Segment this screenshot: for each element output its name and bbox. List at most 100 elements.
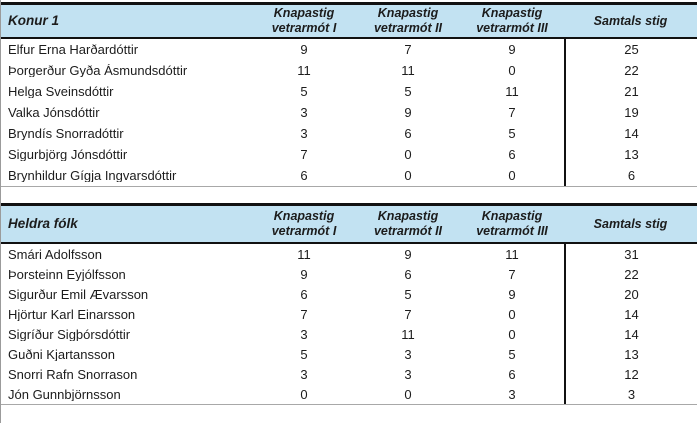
table-row: Þorsteinn Eyjólfsson 9 6 7 22 xyxy=(1,264,697,284)
column-header-vetrarmot-3: Knapastig vetrarmót III xyxy=(460,209,564,239)
rider-name: Guðni Kjartansson xyxy=(8,347,115,361)
points-value: 9 xyxy=(508,286,516,302)
points-value: 6 xyxy=(404,126,412,141)
points-value: 6 xyxy=(508,366,516,382)
points-value: 0 xyxy=(508,306,516,322)
rider-name: Valka Jónsdóttir xyxy=(8,106,100,119)
total-points: 21 xyxy=(564,81,697,102)
points-value: 3 xyxy=(300,366,308,382)
points-value: 5 xyxy=(300,346,308,362)
table-row: Sigurbjörg Jónsdóttir 7 0 6 13 xyxy=(1,144,697,165)
table-row: Smári Adolfsson 11 9 11 31 xyxy=(1,244,697,264)
table-header-row: Heldra fólk Knapastig vetrarmót I Knapas… xyxy=(1,206,697,244)
table-row: Jón Gunnbjörnsson 0 0 3 3 xyxy=(1,384,697,404)
table-row: Snorri Rafn Snorrason 3 3 6 12 xyxy=(1,364,697,384)
table-row: Brynhildur Gígja Ingvarsdóttir 6 0 0 6 xyxy=(1,165,697,186)
column-header-line: vetrarmót III xyxy=(476,224,548,238)
column-header-line: vetrarmót I xyxy=(271,21,337,35)
column-header-total: Samtals stig xyxy=(593,13,668,28)
total-points: 14 xyxy=(564,304,697,324)
points-value: 7 xyxy=(300,306,308,322)
points-value: 3 xyxy=(300,105,308,120)
points-value: 3 xyxy=(300,126,308,141)
points-value: 0 xyxy=(508,168,516,183)
points-value: 5 xyxy=(300,84,308,99)
table-header-row: Konur 1 Knapastig vetrarmót I Knapastig … xyxy=(1,5,697,39)
table-body: Smári Adolfsson 11 9 11 31 Þorsteinn Eyjólfss… xyxy=(1,244,697,404)
points-value: 6 xyxy=(404,266,412,282)
points-value: 5 xyxy=(508,346,516,362)
table-row: Elfur Erna Harðardóttir 9 7 9 25 xyxy=(1,39,697,60)
column-header-line: Knapastig xyxy=(377,209,439,223)
points-value: 0 xyxy=(300,386,308,402)
points-value: 0 xyxy=(404,386,412,402)
points-value: 7 xyxy=(508,266,516,282)
rider-name: Hjörtur Karl Einarsson xyxy=(8,307,136,321)
table-title: Konur 1 xyxy=(8,13,60,29)
total-points: 14 xyxy=(564,324,697,344)
rider-name: Brynhildur Gígja Ingvarsdóttir xyxy=(8,169,177,182)
column-header-line: Knapastig xyxy=(481,6,543,20)
rider-name: Sigurbjörg Jónsdóttir xyxy=(8,148,128,161)
points-value: 7 xyxy=(404,306,412,322)
column-header-line: Knapastig xyxy=(377,6,439,20)
total-points: 22 xyxy=(564,264,697,284)
points-value: 0 xyxy=(404,147,412,162)
table-row: Sigríður Sigþórsdóttir 3 11 0 14 xyxy=(1,324,697,344)
table-title: Heldra fólk xyxy=(8,216,78,232)
table-row: Guðni Kjartansson 5 3 5 13 xyxy=(1,344,697,364)
points-value: 11 xyxy=(401,326,415,342)
table-row: Bryndís Snorradóttir 3 6 5 14 xyxy=(1,123,697,144)
points-value: 9 xyxy=(300,266,308,282)
points-value: 6 xyxy=(508,147,516,162)
points-value: 6 xyxy=(300,286,308,302)
column-header-line: vetrarmót II xyxy=(373,21,443,35)
table-heldra-folk: Heldra fólk Knapastig vetrarmót I Knapas… xyxy=(1,203,697,405)
rider-name: Snorri Rafn Snorrason xyxy=(8,367,138,381)
column-header-vetrarmot-3: Knapastig vetrarmót III xyxy=(460,6,564,36)
rider-name: Helga Sveinsdóttir xyxy=(8,85,114,98)
column-header-line: Knapastig xyxy=(273,209,335,223)
total-points: 22 xyxy=(564,60,697,81)
points-value: 3 xyxy=(300,326,308,342)
points-value: 5 xyxy=(404,84,412,99)
total-points: 3 xyxy=(564,384,697,404)
points-value: 11 xyxy=(297,246,311,262)
points-value: 0 xyxy=(508,63,516,78)
points-value: 9 xyxy=(404,105,412,120)
column-header-total: Samtals stig xyxy=(593,216,668,231)
points-value: 11 xyxy=(297,63,311,78)
points-value: 7 xyxy=(300,147,308,162)
total-points: 6 xyxy=(564,165,697,186)
column-header-line: Knapastig xyxy=(481,209,543,223)
points-value: 11 xyxy=(401,63,415,78)
total-points: 25 xyxy=(564,39,697,60)
table-konur-1: Konur 1 Knapastig vetrarmót I Knapastig … xyxy=(1,2,697,187)
rider-name: Elfur Erna Harðardóttir xyxy=(8,43,139,56)
column-header-line: vetrarmót II xyxy=(373,224,443,238)
rider-name: Sigurður Emil Ævarsson xyxy=(8,287,149,301)
points-value: 9 xyxy=(404,246,412,262)
table-row: Sigurður Emil Ævarsson 6 5 9 20 xyxy=(1,284,697,304)
total-points: 13 xyxy=(564,344,697,364)
total-points: 19 xyxy=(564,102,697,123)
points-value: 11 xyxy=(505,84,519,99)
table-row: Hjörtur Karl Einarsson 7 7 0 14 xyxy=(1,304,697,324)
points-value: 9 xyxy=(508,42,516,57)
column-header-vetrarmot-1: Knapastig vetrarmót I xyxy=(252,209,356,239)
total-points: 13 xyxy=(564,144,697,165)
table-row: Helga Sveinsdóttir 5 5 11 21 xyxy=(1,81,697,102)
points-value: 7 xyxy=(508,105,516,120)
points-value: 3 xyxy=(404,346,412,362)
points-value: 9 xyxy=(300,42,308,57)
rider-name: Þorgerður Gyða Ásmundsdóttir xyxy=(8,64,188,77)
column-header-vetrarmot-2: Knapastig vetrarmót II xyxy=(356,209,460,239)
column-header-line: vetrarmót III xyxy=(476,21,548,35)
rider-name: Bryndís Snorradóttir xyxy=(8,127,124,140)
points-value: 3 xyxy=(508,386,516,402)
points-value: 0 xyxy=(508,326,516,342)
total-points: 31 xyxy=(564,244,697,264)
column-header-line: vetrarmót I xyxy=(271,224,337,238)
points-value: 7 xyxy=(404,42,412,57)
